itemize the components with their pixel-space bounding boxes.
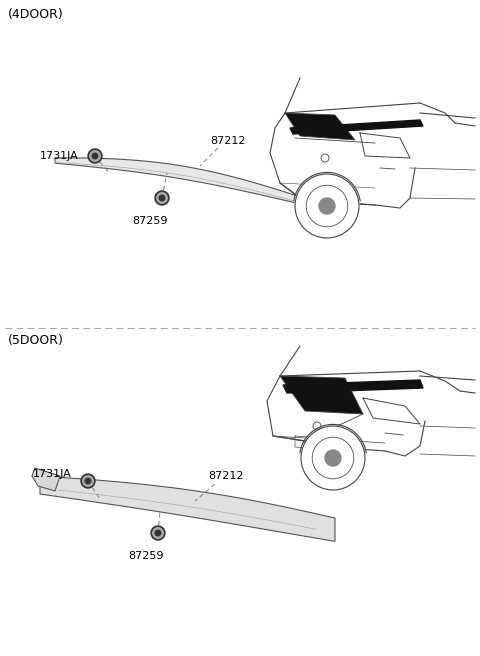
- Text: 1731JA: 1731JA: [40, 151, 79, 161]
- Text: 87259: 87259: [132, 216, 168, 226]
- Text: (5DOOR): (5DOOR): [8, 334, 64, 347]
- Polygon shape: [32, 468, 60, 491]
- Circle shape: [155, 530, 161, 536]
- Circle shape: [301, 426, 365, 490]
- Circle shape: [90, 151, 100, 161]
- Circle shape: [319, 198, 335, 214]
- Text: 87212: 87212: [208, 471, 243, 481]
- Circle shape: [92, 154, 98, 159]
- Circle shape: [81, 474, 95, 488]
- Polygon shape: [290, 120, 423, 134]
- Polygon shape: [280, 376, 363, 414]
- Circle shape: [83, 476, 93, 486]
- Text: 87212: 87212: [210, 136, 245, 146]
- Text: 87259: 87259: [128, 551, 164, 561]
- Circle shape: [85, 478, 91, 484]
- Polygon shape: [283, 380, 423, 393]
- Circle shape: [157, 193, 167, 203]
- Circle shape: [155, 191, 169, 205]
- Circle shape: [325, 450, 341, 466]
- Circle shape: [159, 195, 165, 201]
- Circle shape: [153, 527, 163, 539]
- Text: 1731JA: 1731JA: [33, 469, 72, 479]
- Circle shape: [88, 149, 102, 163]
- Circle shape: [295, 174, 359, 238]
- Polygon shape: [40, 476, 335, 541]
- Polygon shape: [285, 113, 355, 140]
- Text: (4DOOR): (4DOOR): [8, 8, 64, 21]
- Circle shape: [151, 526, 165, 540]
- Polygon shape: [55, 157, 300, 204]
